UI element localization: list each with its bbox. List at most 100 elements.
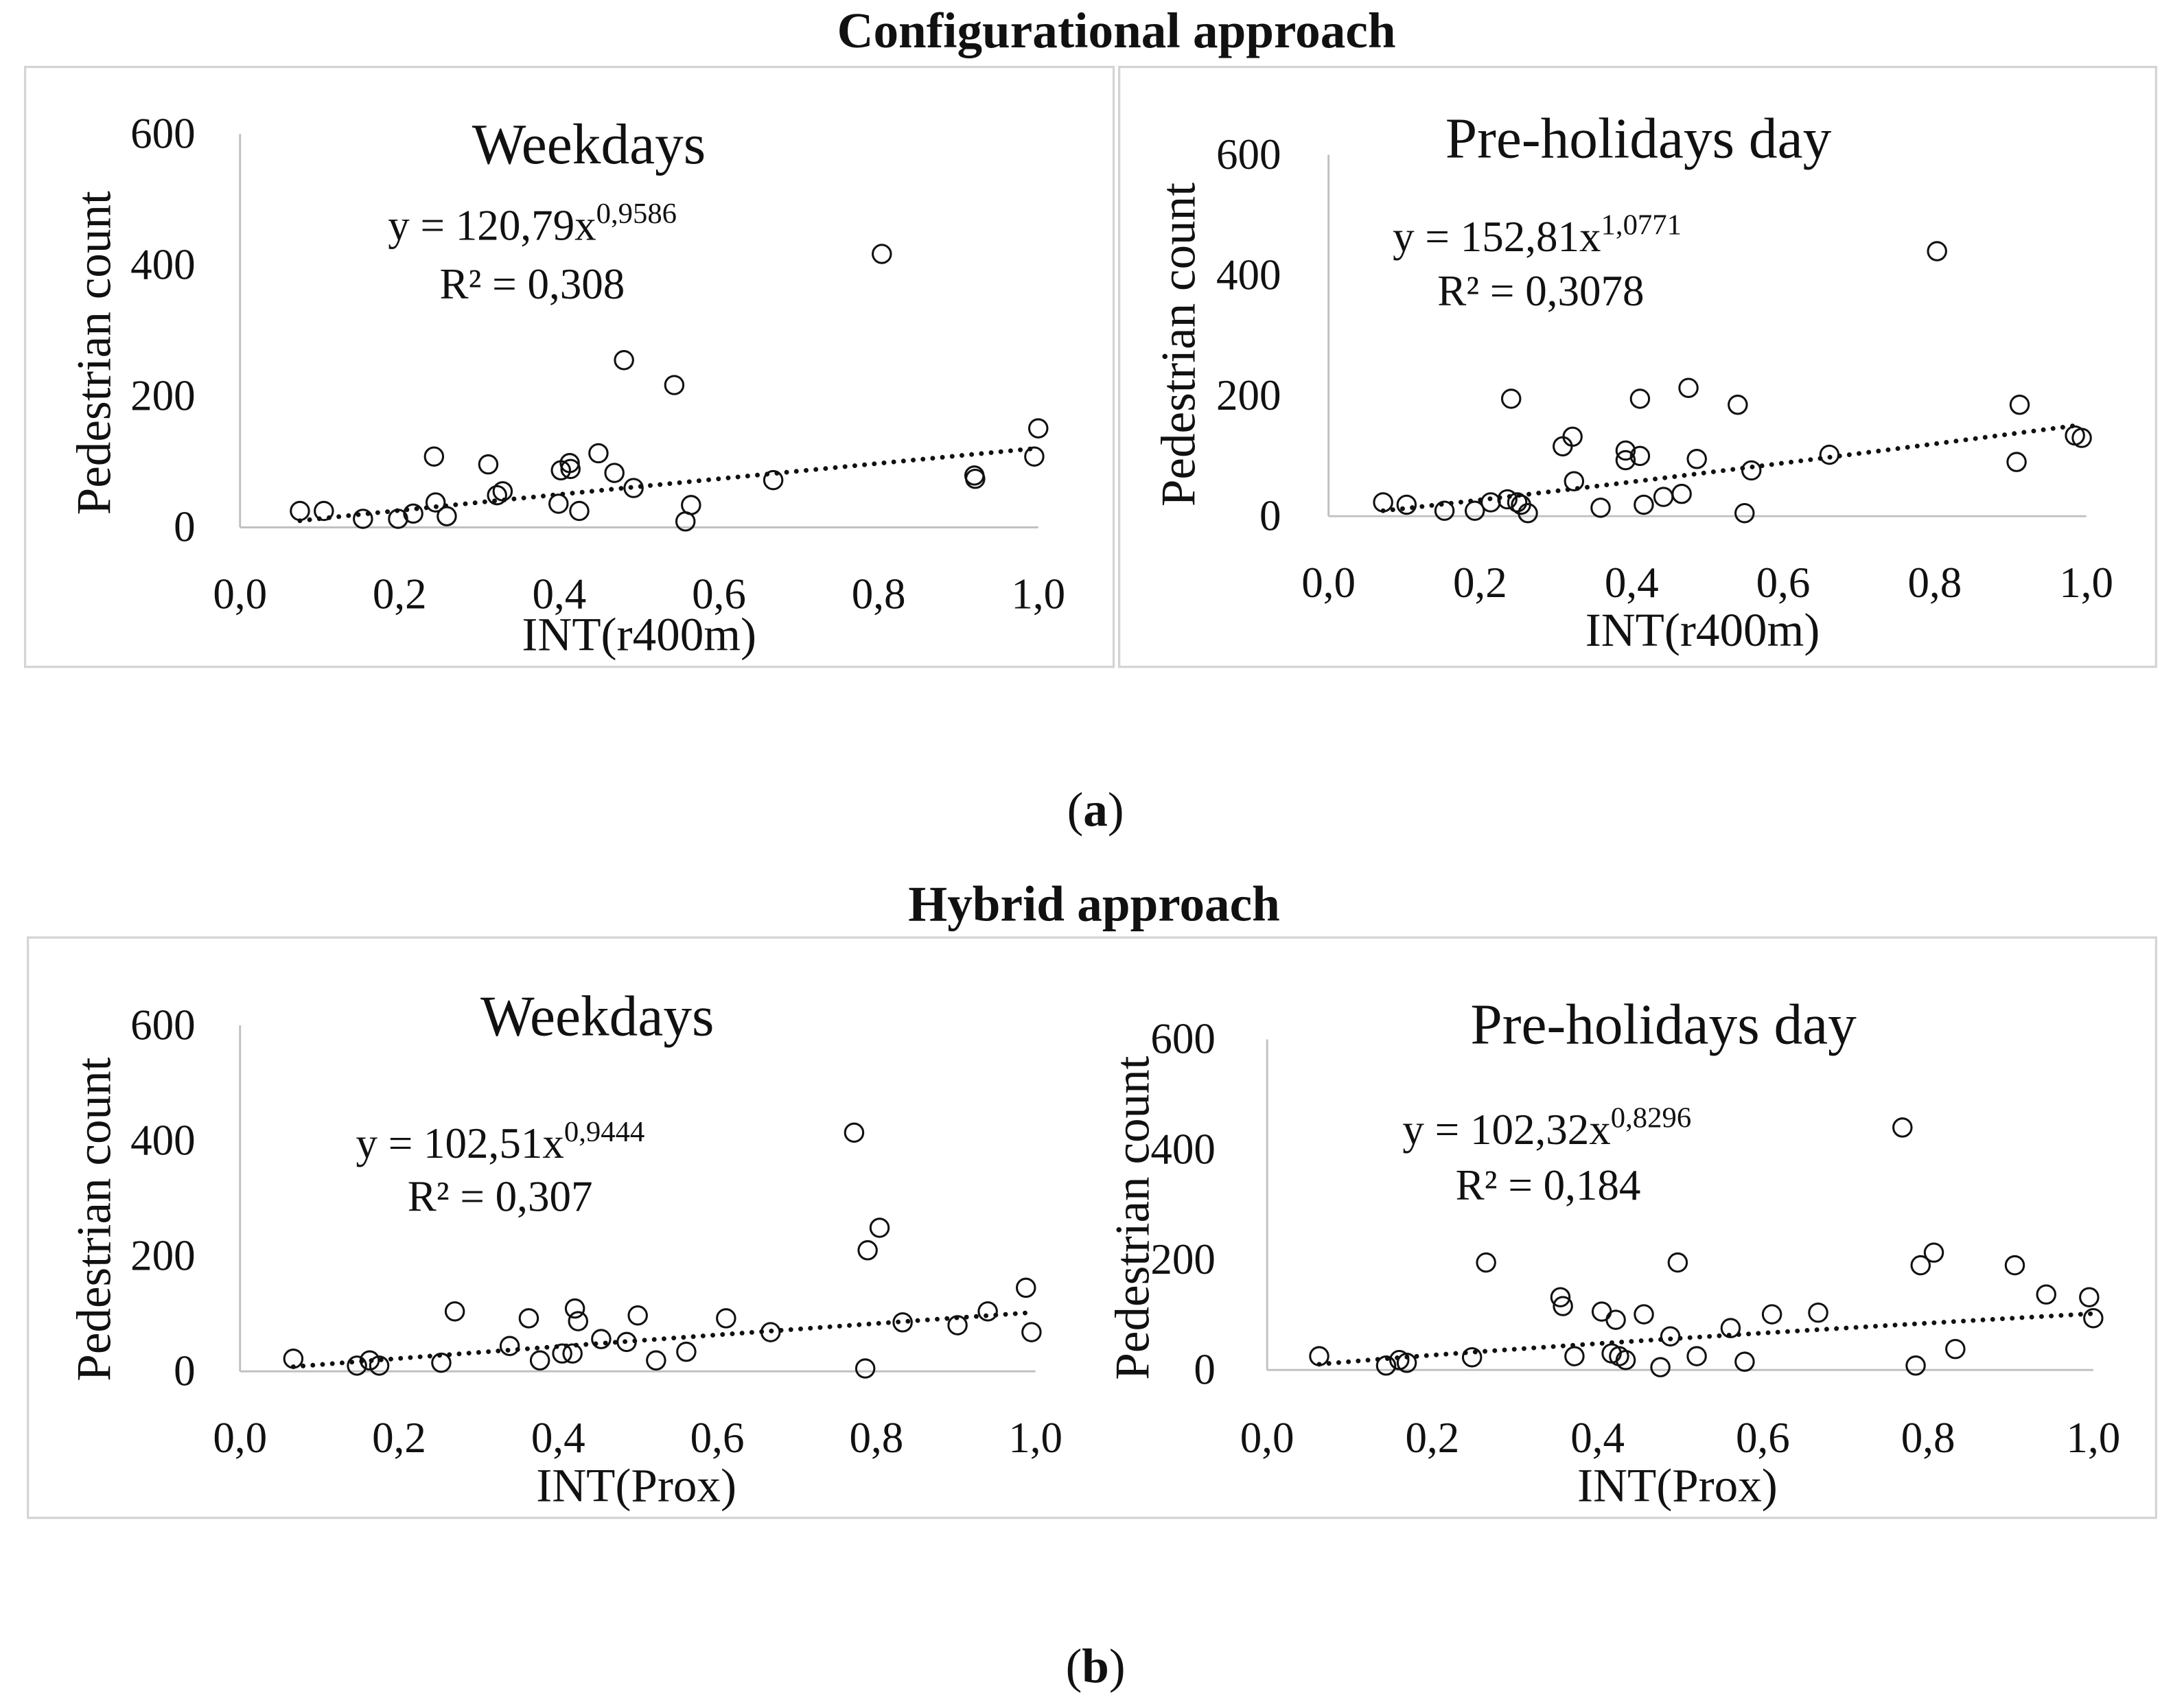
data-point xyxy=(614,350,634,371)
x-axis-label: INT(Prox) xyxy=(536,1458,736,1511)
data-point xyxy=(1461,1347,1483,1368)
r-squared-label: R² = 0,308 xyxy=(439,260,625,308)
data-point xyxy=(423,446,445,467)
data-point xyxy=(1667,1252,1688,1273)
x-tick-label: 0,4 xyxy=(1605,559,1659,607)
data-point xyxy=(1634,494,1654,515)
data-point xyxy=(1615,440,1636,461)
x-tick-label: 0,8 xyxy=(1907,559,1962,607)
x-tick-label: 1,0 xyxy=(2066,1414,2120,1462)
y-tick-label: 200 xyxy=(130,1231,196,1279)
data-point xyxy=(1553,1296,1573,1316)
axes xyxy=(1327,154,2087,517)
x-tick-label: 0,6 xyxy=(1756,559,1811,607)
data-point xyxy=(1686,449,1707,469)
x-tick-label: 0,0 xyxy=(213,1414,267,1462)
r-squared-label: R² = 0,184 xyxy=(1456,1161,1641,1209)
r-squared-label: R² = 0,3078 xyxy=(1437,267,1644,315)
data-point xyxy=(1024,446,1045,467)
data-point xyxy=(591,1329,612,1349)
equation-exponent: 0,9586 xyxy=(596,198,677,230)
data-point xyxy=(1507,492,1528,513)
x-tick-label: 1,0 xyxy=(2059,559,2113,607)
x-tick-label: 0,6 xyxy=(1736,1414,1790,1462)
data-point xyxy=(1660,1326,1681,1347)
data-point xyxy=(1434,500,1455,521)
data-point xyxy=(425,492,446,513)
data-points xyxy=(1309,1117,2104,1377)
data-point xyxy=(487,485,507,506)
x-tick-label: 0,2 xyxy=(373,570,427,618)
panel-b-frame xyxy=(27,936,2157,1519)
x-tick-labels: 0,0 0,2 0,4 0,6 0,8 1,0 xyxy=(1301,559,2113,607)
data-point xyxy=(2006,452,2027,472)
data-point xyxy=(1734,503,1755,524)
data-point xyxy=(1923,1242,1944,1263)
equation-exponent: 1,0771 xyxy=(1601,209,1682,242)
chart-title: Weekdays xyxy=(480,985,714,1048)
data-point xyxy=(353,509,373,529)
panel-b-heading: Hybrid approach xyxy=(908,876,1280,932)
panel-b-caption: (b) xyxy=(1066,1640,1126,1694)
data-point xyxy=(560,458,581,480)
data-point xyxy=(1027,418,1049,439)
data-point xyxy=(1590,498,1611,518)
data-point xyxy=(1629,388,1651,409)
equation-exponent: 0,9444 xyxy=(564,1116,644,1148)
data-point xyxy=(716,1308,736,1329)
data-point xyxy=(1564,1346,1585,1366)
data-point xyxy=(1686,1346,1707,1366)
data-point xyxy=(1562,426,1583,447)
x-tick-labels: 0,0 0,2 0,4 0,6 0,8 1,0 xyxy=(1240,1414,2120,1462)
y-tick-labels: 0 200 400 600 xyxy=(1150,1015,1216,1394)
x-tick-labels: 0,0 0,2 0,4 0,6 0,8 1,0 xyxy=(213,570,1065,618)
x-axis-label: INT(r400m) xyxy=(1585,603,1820,656)
data-point xyxy=(559,453,580,474)
data-points xyxy=(290,244,1049,532)
data-point xyxy=(965,468,986,489)
data-point xyxy=(1892,1117,1913,1138)
data-point xyxy=(760,1322,781,1342)
y-tick-label: 0 xyxy=(174,503,196,551)
data-point xyxy=(564,1298,585,1319)
x-tick-label: 1,0 xyxy=(1011,570,1065,618)
x-tick-label: 0,2 xyxy=(1453,559,1507,607)
y-tick-label: 600 xyxy=(130,109,196,157)
data-point xyxy=(892,1312,913,1333)
data-point xyxy=(1518,503,1538,524)
panel-a-right-frame xyxy=(1118,65,2157,668)
equation-base: y = 102,51x xyxy=(356,1119,564,1167)
chart-configurational-pre-holidays: 0 200 400 600 0,0 0,2 0,4 0,6 0,8 1,0 Pre-holida… xyxy=(1152,108,2113,656)
data-point xyxy=(290,500,310,522)
x-tick-label: 0,6 xyxy=(692,570,746,618)
data-point xyxy=(1734,1351,1755,1372)
data-point xyxy=(568,1311,589,1331)
data-point xyxy=(1497,489,1518,510)
data-point xyxy=(1741,460,1762,481)
caption-open-paren: ( xyxy=(1067,783,1084,837)
equation-exponent: 0,8296 xyxy=(1611,1101,1691,1134)
x-tick-label: 0,2 xyxy=(1406,1414,1460,1462)
data-point xyxy=(1927,241,1947,261)
data-point xyxy=(478,454,499,475)
data-point xyxy=(347,1355,367,1376)
panel-a-left-frame xyxy=(23,65,1115,668)
trendline-equation: y = 102,32x0,8296 xyxy=(1402,1101,1691,1153)
data-point xyxy=(283,1349,304,1369)
data-point xyxy=(2004,1255,2025,1276)
data-point xyxy=(1564,471,1585,491)
data-point xyxy=(681,495,701,515)
data-point xyxy=(855,1358,876,1379)
data-point xyxy=(664,375,685,395)
data-point xyxy=(1720,1318,1741,1338)
data-point xyxy=(1945,1338,1966,1360)
y-tick-label: 200 xyxy=(1150,1235,1216,1283)
chart-title: Pre-holidays day xyxy=(1445,108,1832,171)
data-point xyxy=(588,443,609,464)
chart-title: Pre-holidays day xyxy=(1470,994,1857,1057)
data-point xyxy=(2036,1284,2056,1305)
data-point xyxy=(1678,377,1699,398)
y-tick-label: 0 xyxy=(1194,1346,1216,1394)
data-point xyxy=(529,1350,550,1371)
